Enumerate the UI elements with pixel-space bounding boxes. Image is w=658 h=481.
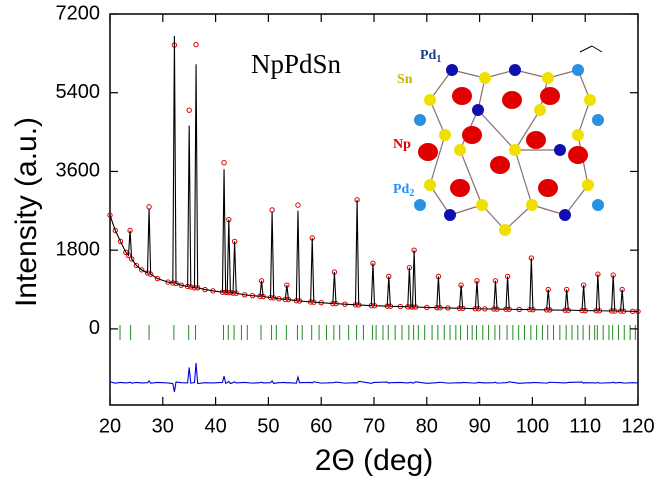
data-point (296, 203, 300, 207)
x-tick-label: 90 (468, 415, 490, 437)
x-tick-label: 110 (569, 415, 601, 437)
data-point (194, 42, 198, 46)
data-point (187, 108, 191, 112)
y-tick-label: 5400 (56, 81, 101, 103)
atom-label-text: Pd (420, 48, 437, 63)
atom-label-sub: 2 (409, 188, 414, 199)
atom-label-sub: 1 (436, 54, 441, 65)
x-axis-title: 2Θ (deg) (315, 444, 433, 477)
atom-label-text: Pd (393, 182, 410, 197)
axes-glyph (580, 46, 602, 52)
series-line (110, 363, 638, 392)
y-tick-label: 0 (89, 317, 100, 339)
x-tick-label: 100 (516, 415, 549, 437)
atom-label: Np (393, 137, 411, 152)
x-tick-label: 20 (99, 415, 121, 437)
compound-label: NpPdSn (251, 49, 342, 79)
x-tick-label: 60 (310, 415, 332, 437)
x-tick-label: 50 (257, 415, 279, 437)
y-tick-label: 3600 (56, 160, 101, 182)
data-point (147, 205, 151, 209)
x-tick-label: 40 (204, 415, 226, 437)
y-tick-label: 7200 (56, 2, 101, 24)
series-line (110, 36, 638, 312)
x-tick-label: 80 (416, 415, 438, 437)
y-tick-label: 1800 (56, 238, 101, 260)
atom-label: Pd1 (420, 48, 441, 65)
chart: NpPdSn 2Θ (deg) Intensity (a.u.) (0, 0, 658, 481)
atom-label: Pd2 (393, 182, 414, 199)
data-point (222, 161, 226, 165)
x-tick-label: 120 (621, 415, 654, 437)
atom-label-text: Np (393, 137, 411, 152)
x-tick-label: 30 (152, 415, 174, 437)
plot-frame (110, 14, 638, 405)
atom-label: Sn (397, 72, 413, 87)
atom-label-text: Sn (397, 72, 413, 87)
data-point (270, 208, 274, 212)
y-axis-title: Intensity (a.u.) (10, 117, 43, 307)
x-tick-label: 70 (363, 415, 385, 437)
